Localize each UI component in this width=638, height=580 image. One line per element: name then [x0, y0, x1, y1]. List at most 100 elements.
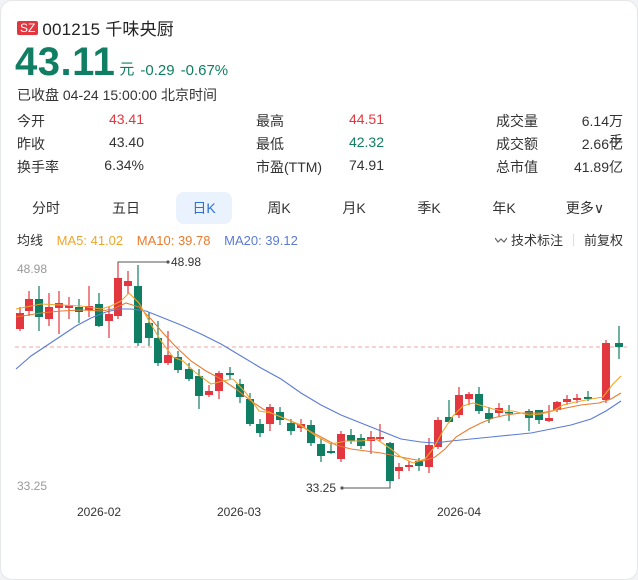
candle [75, 307, 83, 312]
stock-code-name: 001215 千味央厨 [42, 20, 174, 39]
candle [145, 323, 153, 338]
candle [425, 445, 433, 467]
candle [276, 412, 284, 420]
candle [395, 467, 403, 471]
stat-label: 最低 [256, 136, 284, 152]
candle [386, 443, 394, 481]
candle [455, 395, 463, 415]
candle [154, 338, 162, 363]
x-tick-2026-02: 2026-02 [77, 505, 122, 519]
stat-label: 最高 [256, 113, 284, 129]
x-tick-2026-04: 2026-04 [437, 505, 482, 519]
candle [35, 299, 43, 317]
ma10-value: MA10: 39.78 [136, 233, 211, 248]
candle [45, 307, 53, 319]
candle [85, 306, 93, 310]
candle [602, 343, 610, 400]
chart-tools: 技术标注 前复权 [494, 230, 623, 249]
wave-icon [494, 237, 507, 243]
price-change: -0.29 [140, 62, 175, 79]
candle [226, 373, 234, 375]
tab-1[interactable]: 五日 [112, 200, 140, 216]
candle [195, 376, 203, 396]
period-tabs: 分时 五日 日K 周K 月K 季K 年K 更多∨ [1, 192, 637, 224]
tab-4[interactable]: 月K [342, 200, 366, 216]
ma-legend: 均线 MA5: 41.02 MA10: 39.78 MA20: 39.12 [17, 230, 627, 248]
candle [415, 461, 423, 466]
ma20-value: MA20: 39.12 [224, 233, 298, 248]
stats-row: 今开 43.41 最高 44.51 成交量 6.14万手 [17, 111, 627, 149]
technical-annotation-button[interactable]: 技术标注 [494, 230, 563, 249]
ma-legend-label: 均线 [17, 233, 44, 248]
candle [134, 286, 142, 343]
candle [535, 410, 543, 420]
tools-divider [572, 233, 574, 246]
candle [65, 305, 73, 308]
price-row: 43.11 元 -0.29 -0.67% [15, 41, 228, 83]
tab-6[interactable]: 年K [492, 200, 516, 216]
tab-5[interactable]: 季K [417, 200, 441, 216]
stat-value: 43.40 [108, 134, 144, 150]
kline-chart[interactable]: 48.98 33.25 [1, 251, 637, 531]
candle [105, 314, 113, 321]
candle [573, 398, 581, 400]
candle [545, 418, 553, 421]
candle [405, 465, 413, 467]
candle [465, 394, 473, 399]
candle [563, 399, 571, 402]
stat-value: 74.91 [348, 157, 384, 173]
stat-label: 昨收 [17, 136, 45, 152]
price-unit: 元 [119, 61, 135, 78]
candle [205, 391, 213, 395]
stat-label: 成交额 [496, 136, 538, 152]
tab-0[interactable]: 分时 [32, 200, 60, 216]
candle [505, 412, 513, 414]
max-high-annotation: 48.98 [117, 255, 201, 269]
candle [553, 402, 561, 410]
min-low-annotation: 33.25 [306, 481, 391, 495]
ma20-line [15, 308, 622, 444]
stock-title: SZ 001215 千味央厨 [17, 15, 174, 40]
price-adjust-button[interactable]: 前复权 [583, 233, 623, 248]
svg-text:33.25: 33.25 [306, 481, 336, 495]
tab-3[interactable]: 周K [267, 200, 291, 216]
technical-annotation-label: 技术标注 [510, 233, 563, 248]
candle [25, 299, 33, 311]
candle [114, 278, 122, 316]
candle [327, 451, 335, 453]
stats-grid: 今开 43.41 最高 44.51 成交量 6.14万手 昨收 43.40 最低 42.32 成交额… [17, 111, 627, 180]
candle [367, 437, 375, 441]
candle [445, 417, 453, 422]
candle [256, 424, 264, 433]
stats-row: 换手率 6.34% 市盈(TTM) 74.91 总市值 41.89亿 [17, 157, 627, 180]
stat-value: 6.14万手 [581, 113, 623, 149]
candle [347, 435, 355, 441]
candle [124, 281, 132, 286]
candle [164, 355, 172, 363]
price-change-pct: -0.67% [180, 62, 229, 79]
candle [55, 303, 63, 308]
candle [16, 313, 24, 329]
candle [434, 420, 442, 447]
stat-label: 换手率 [17, 159, 59, 175]
candle [307, 425, 315, 443]
candle [584, 397, 592, 399]
stat-value: 2.66亿 [581, 136, 623, 152]
candles [16, 263, 623, 483]
ma5-line [15, 292, 622, 464]
market-badge: SZ [17, 20, 39, 35]
candle [317, 444, 325, 456]
candle [246, 399, 254, 424]
market-status: 已收盘 04-24 15:00:00 北京时间 [17, 87, 217, 103]
candle [236, 384, 244, 397]
tab-7[interactable]: 更多∨ [565, 200, 605, 216]
stat-label: 今开 [17, 113, 45, 129]
candle [266, 407, 274, 424]
candle [475, 394, 483, 411]
stats-row: 昨收 43.40 最低 42.32 成交额 2.66亿 [17, 134, 627, 157]
tab-2[interactable]: 日K [176, 192, 232, 224]
ma10-line [15, 302, 622, 462]
candle [485, 413, 493, 419]
y-axis-max-label: 48.98 [17, 262, 48, 276]
